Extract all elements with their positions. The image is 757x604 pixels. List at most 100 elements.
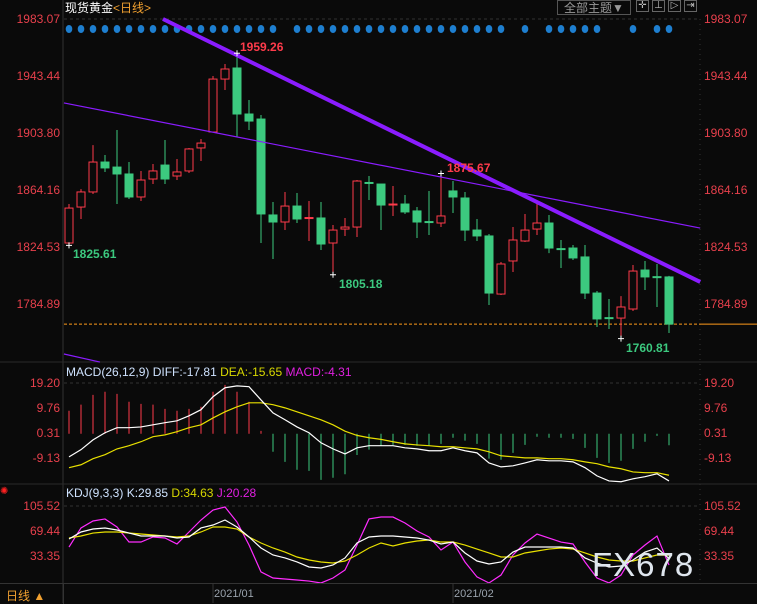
signal-dot xyxy=(161,25,169,33)
signal-dot xyxy=(137,25,145,33)
candle xyxy=(424,190,434,235)
candle xyxy=(148,164,158,185)
candle xyxy=(88,145,98,194)
step-forward-icon[interactable]: ⇥ xyxy=(684,0,697,12)
signal-dot xyxy=(473,25,481,33)
price-tick-right: 1983.07 xyxy=(704,12,748,26)
signal-dot xyxy=(341,25,349,33)
candle xyxy=(388,186,398,216)
annotation-low-mid: 1805.18 xyxy=(339,277,383,291)
signal-dot xyxy=(305,25,313,33)
crosshair-icon[interactable]: ✛ xyxy=(636,0,649,12)
signal-dot xyxy=(413,25,421,33)
candle xyxy=(664,275,674,334)
candle xyxy=(628,265,638,312)
signal-dot xyxy=(269,25,277,33)
candle-body xyxy=(640,269,650,278)
period-tag[interactable]: <日线> xyxy=(113,1,152,15)
alert-icon[interactable]: ✺ xyxy=(0,486,9,497)
candle xyxy=(64,204,74,246)
signal-dot xyxy=(545,25,553,33)
candle-body xyxy=(628,270,638,310)
candle xyxy=(352,180,362,237)
candle-body xyxy=(520,229,530,242)
candle xyxy=(400,194,410,214)
extreme-marker-icon xyxy=(234,50,240,57)
macd-diff-line xyxy=(68,385,670,483)
candle xyxy=(652,263,662,307)
kdj-j-line xyxy=(68,506,670,584)
candle xyxy=(448,181,458,213)
candle-body xyxy=(412,210,422,223)
candle-body xyxy=(88,161,98,193)
candle-body xyxy=(196,142,206,149)
candle-body xyxy=(64,207,74,244)
candle xyxy=(256,115,266,244)
candle xyxy=(280,191,290,231)
price-tick-right: 1824.53 xyxy=(704,239,748,254)
candle xyxy=(592,291,602,327)
extreme-marker-icon xyxy=(438,170,444,177)
candle-body xyxy=(388,203,398,206)
price-tick-left: 1864.16 xyxy=(16,182,60,197)
period-selector[interactable]: 日线 ▲ xyxy=(6,587,45,604)
candle-body xyxy=(364,181,374,184)
signal-dot xyxy=(245,25,253,33)
candle xyxy=(544,214,554,254)
candle-body xyxy=(352,180,362,228)
candle-body xyxy=(328,229,338,244)
macd-tick-left: 9.76 xyxy=(36,400,60,415)
candle-body xyxy=(460,197,470,231)
signal-dot xyxy=(221,25,229,33)
candle-body xyxy=(304,217,314,220)
extreme-markers xyxy=(66,50,624,342)
fit-range-icon[interactable]: ⊥ xyxy=(652,0,665,12)
play-icon[interactable]: ▷ xyxy=(668,0,681,12)
bottom-bar: 日线 ▲ xyxy=(0,583,757,604)
signal-dot xyxy=(353,25,361,33)
candle xyxy=(532,204,542,235)
signal-dot xyxy=(125,25,133,33)
candle-body xyxy=(616,306,626,319)
candle-body xyxy=(436,215,446,224)
signal-dot xyxy=(149,25,157,33)
kdj-j-value: J:20.28 xyxy=(216,486,257,500)
signal-dot xyxy=(257,25,265,33)
macd-dea-value: DEA:-15.65 xyxy=(220,365,283,379)
candle xyxy=(244,100,254,130)
candle-body xyxy=(604,317,614,320)
extreme-marker-icon xyxy=(330,271,336,278)
signal-dot xyxy=(485,25,493,33)
candle-body xyxy=(340,226,350,230)
candle-body xyxy=(244,113,254,122)
candle xyxy=(208,76,218,133)
kdj-tick-left: 33.35 xyxy=(29,548,60,563)
signal-dot xyxy=(209,25,217,33)
theme-select-button[interactable]: 全部主题▼ xyxy=(557,0,631,15)
candle-body xyxy=(580,256,590,294)
candle xyxy=(100,154,110,172)
macd-legend: MACD(26,12,9) DIFF:-17.81 DEA:-15.65 MAC… xyxy=(66,366,352,379)
signal-dot xyxy=(113,25,121,33)
candle xyxy=(640,260,650,291)
signal-dot xyxy=(197,25,205,33)
signal-dot xyxy=(581,25,589,33)
price-tick-left: 1983.07 xyxy=(16,12,60,26)
candle-body xyxy=(448,190,458,198)
kdj-tick-right: 105.52 xyxy=(704,499,741,513)
kdj-k-value: K:29.85 xyxy=(126,486,169,500)
candle-body xyxy=(112,166,122,175)
signal-dot xyxy=(101,25,109,33)
candle xyxy=(616,296,626,339)
signal-dot xyxy=(317,25,325,33)
candle-body xyxy=(664,276,674,325)
candle-body xyxy=(496,263,506,295)
candle-body xyxy=(160,164,170,180)
candle xyxy=(232,53,242,138)
macd-diff-value: DIFF:-17.81 xyxy=(152,365,217,379)
signal-dot xyxy=(665,25,673,33)
candle xyxy=(508,227,518,273)
macd-tick-right: 0.31 xyxy=(704,425,728,440)
candle-body xyxy=(184,148,194,172)
